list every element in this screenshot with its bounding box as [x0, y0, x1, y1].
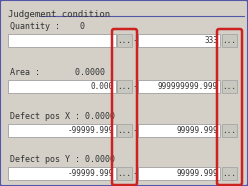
Text: Area :       0.0000: Area : 0.0000: [10, 68, 105, 77]
Bar: [8, 124, 116, 137]
Text: ...: ...: [118, 82, 131, 91]
Bar: [8, 80, 116, 93]
Text: 333: 333: [204, 36, 218, 45]
Bar: [138, 34, 220, 47]
Bar: [222, 124, 237, 137]
Bar: [138, 167, 220, 180]
Bar: [8, 167, 116, 180]
Text: 0.000: 0.000: [91, 82, 114, 91]
Text: -: -: [132, 169, 138, 179]
Bar: [138, 124, 220, 137]
Bar: [222, 80, 237, 93]
Bar: [117, 80, 132, 93]
Text: ...: ...: [222, 169, 236, 178]
Text: Judgement condition: Judgement condition: [8, 10, 110, 19]
Text: -99999.999: -99999.999: [68, 169, 114, 178]
Text: Defect pos X : 0.0000: Defect pos X : 0.0000: [10, 112, 115, 121]
Text: 99999.999: 99999.999: [176, 126, 218, 135]
Text: -: -: [132, 81, 138, 92]
Text: ...: ...: [118, 36, 131, 45]
Text: Defect pos Y : 0.0000: Defect pos Y : 0.0000: [10, 155, 115, 164]
Text: 999999999.999: 999999999.999: [158, 82, 218, 91]
Text: ...: ...: [222, 126, 236, 135]
Bar: [117, 124, 132, 137]
Text: 99999.999: 99999.999: [176, 169, 218, 178]
Bar: [8, 34, 116, 47]
Text: ...: ...: [118, 169, 131, 178]
Bar: [138, 80, 220, 93]
Text: ...: ...: [222, 82, 236, 91]
Text: -: -: [132, 36, 138, 46]
Bar: [117, 34, 132, 47]
Bar: [222, 167, 237, 180]
Text: ...: ...: [222, 36, 236, 45]
Text: -99999.999: -99999.999: [68, 126, 114, 135]
Text: -: -: [132, 126, 138, 135]
Bar: [222, 34, 237, 47]
Bar: [117, 167, 132, 180]
Text: ...: ...: [118, 126, 131, 135]
Text: Quantity :    0: Quantity : 0: [10, 22, 85, 31]
